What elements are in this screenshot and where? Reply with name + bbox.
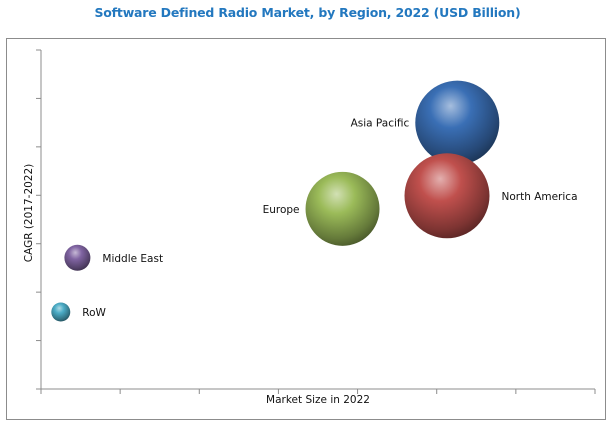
bubble-labels: Asia Pacific North America Europe Middle Ea…: [82, 118, 577, 319]
bubble-label: North America: [501, 191, 577, 203]
bubble-label: Asia Pacific: [351, 118, 410, 130]
bubble-label: Europe: [263, 204, 300, 216]
bubble-europe: [305, 171, 380, 246]
chart-title: Software Defined Radio Market, by Region…: [94, 5, 521, 20]
bubble-asia-pacific: [415, 80, 500, 165]
chart-frame: [6, 38, 606, 420]
axes: [36, 49, 596, 394]
bubble-label: RoW: [82, 307, 106, 319]
bubble-north-america: [404, 153, 490, 239]
bubbles: [51, 80, 500, 322]
y-axis-title: CAGR (2017-2022): [23, 164, 35, 263]
bubble-label: Middle East: [102, 253, 163, 265]
bubble-row: [51, 302, 71, 322]
x-axis-title: Market Size in 2022: [266, 394, 370, 406]
bubble-middle-east: [64, 244, 91, 271]
